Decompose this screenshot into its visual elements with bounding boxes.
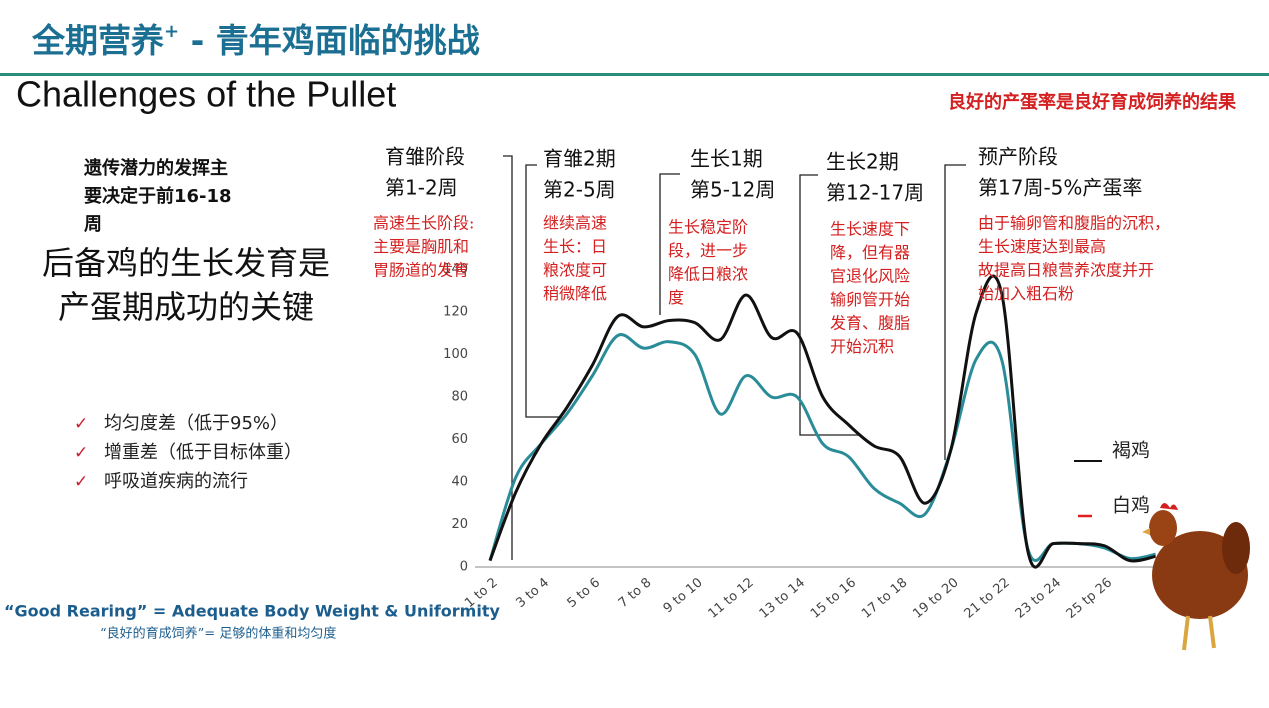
stage-note: 降，但有器 (830, 243, 910, 262)
stage-heading: 第2-5周 (543, 178, 616, 202)
stage-note: 故提高日粮营养浓度并开 (978, 261, 1154, 280)
series-line (488, 274, 1156, 569)
y-tick-label: 60 (451, 432, 468, 447)
key-line: 后备鸡的生长发育是 (42, 244, 330, 282)
y-tick-label: 100 (443, 347, 468, 362)
stage-note: 开始沉积 (830, 337, 894, 356)
title-rest: - 青年鸡面临的挑战 (179, 21, 480, 60)
stage-note: 生长稳定阶 (668, 218, 748, 237)
hen-comb (1160, 503, 1178, 510)
stage-heading: 育雏阶段 (385, 145, 465, 169)
y-tick-label: 20 (451, 517, 468, 532)
title-main: 全期营养 (31, 21, 164, 60)
x-tick-label: 9 to 10 (661, 575, 706, 616)
legend: 褐鸡 白鸡 (1074, 440, 1150, 518)
bracket (799, 174, 860, 436)
stage-heading: 生长1期 (690, 147, 763, 171)
bracket (525, 164, 562, 418)
x-tick-label: 15 to 16 (808, 575, 859, 621)
stage-heading: 预产阶段 (978, 145, 1058, 169)
stage-note: 生长：日 (543, 237, 607, 256)
stage-note: 官退化风险 (830, 267, 910, 286)
stage-note: 输卵管开始 (830, 290, 910, 309)
bracket (659, 173, 680, 315)
hen-illustration (1142, 503, 1250, 651)
title-sup: + (164, 21, 179, 42)
title: 全期营养+ - 青年鸡面临的挑战 (31, 21, 480, 60)
check-icon: ✓ (74, 472, 88, 492)
check-item: 均匀度差（低于95%） (104, 413, 288, 434)
x-tick-label: 3 to 4 (513, 575, 552, 611)
stage-heading: 第5-12周 (690, 178, 775, 202)
bracket (503, 155, 513, 560)
x-tick-label: 23 to 24 (1013, 575, 1064, 621)
stage-note: 降低日粮浓 (668, 265, 748, 284)
x-tick-label: 11 to 12 (706, 575, 757, 621)
y-tick-label: 140 (443, 262, 468, 277)
legend-label: 白鸡 (1112, 495, 1150, 517)
check-icon: ✓ (74, 414, 88, 434)
check-list: ✓ 均匀度差（低于95%） ✓ 增重差（低于目标体重） ✓ 呼吸道疾病的流行 (74, 413, 302, 492)
stage-note: 生长速度达到最高 (978, 237, 1106, 256)
stage-note: 段，进一步 (668, 241, 748, 260)
stage-brackets (503, 155, 966, 560)
stage-note: 发育、腹脂 (830, 314, 910, 333)
genetics-line: 要决定于前16-18 (84, 185, 232, 207)
bracket (944, 164, 966, 460)
stage-note: 胃肠道的发育 (373, 261, 469, 280)
stage-heading: 第12-17周 (826, 181, 924, 205)
y-tick-label: 120 (443, 305, 468, 320)
footer-zh: “良好的育成饲养”= 足够的体重和均匀度 (100, 626, 336, 642)
x-tick-label: 21 to 22 (962, 575, 1013, 621)
subtitle: Challenges of the Pullet (16, 74, 396, 115)
x-tick-label: 5 to 6 (565, 575, 604, 611)
stage-note: 高速生长阶段: (373, 214, 474, 233)
stage-note: 生长速度下 (830, 220, 910, 239)
genetics-line: 遗传潜力的发挥主 (83, 157, 228, 179)
header-rule (0, 73, 1269, 76)
check-icon: ✓ (74, 443, 88, 463)
stage-note: 由于输卵管和腹脂的沉积， (978, 214, 1170, 233)
y-tick-label: 80 (451, 390, 468, 405)
y-tick-label: 40 (451, 475, 468, 490)
stage-note: 继续高速 (543, 214, 607, 233)
stage-heading: 第17周-5%产蛋率 (978, 176, 1142, 200)
legend-label: 褐鸡 (1112, 440, 1150, 462)
genetics-line: 周 (84, 214, 102, 235)
check-item: 呼吸道疾病的流行 (104, 471, 248, 492)
stage-note: 主要是胸肌和 (373, 237, 469, 256)
hen-beak (1142, 528, 1150, 535)
hen-head (1149, 510, 1177, 546)
series-line (488, 333, 1156, 562)
stage-heading: 育雏2期 (543, 147, 616, 171)
stage-note: 粮浓度可 (543, 261, 607, 280)
key-line: 产蛋期成功的关键 (58, 288, 314, 326)
header-note: 良好的产蛋率是良好育成饲养的结果 (948, 91, 1237, 113)
stage-note: 度 (668, 288, 684, 307)
hen-tail (1222, 522, 1250, 574)
stage-heading: 第1-2周 (385, 176, 458, 200)
footer-en: “Good Rearing” = Adequate Body Weight & … (4, 602, 500, 621)
check-item: 增重差（低于目标体重） (104, 442, 302, 463)
x-tick-label: 7 to 8 (616, 575, 655, 611)
hen-legs (1182, 615, 1216, 651)
stage-note: 稍微降低 (543, 284, 607, 303)
stage-note: 始加入粗石粉 (978, 284, 1074, 303)
y-tick-label: 0 (460, 560, 468, 575)
x-tick-label: 25 tp 26 (1064, 575, 1116, 622)
x-tick-label: 13 to 14 (757, 575, 808, 621)
x-tick-label: 17 to 18 (859, 575, 910, 621)
x-tick-label: 19 to 20 (910, 575, 961, 621)
stage-heading: 生长2期 (826, 150, 899, 174)
